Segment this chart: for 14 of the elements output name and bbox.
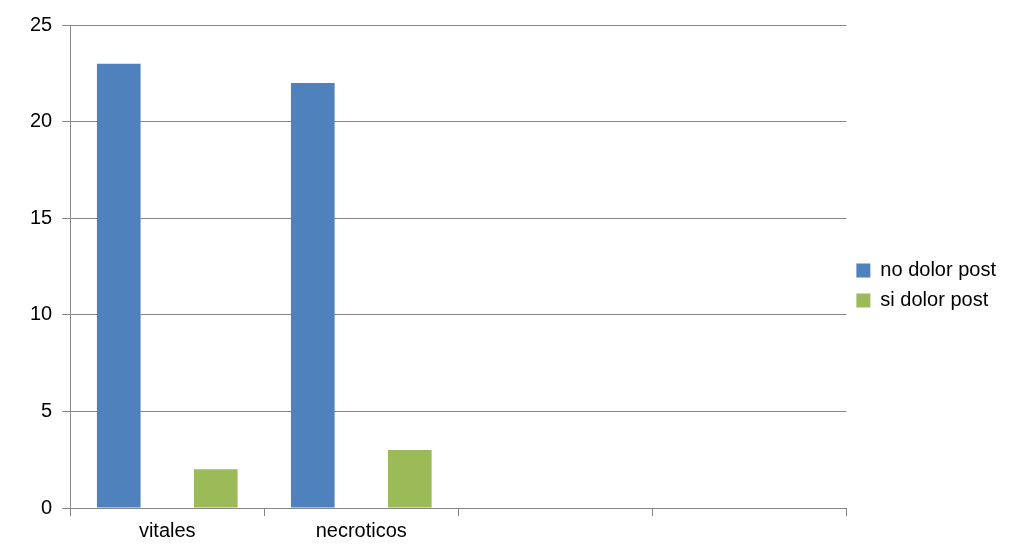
x-tick-label: necroticos	[315, 518, 407, 541]
y-tick-label: 20	[30, 109, 53, 132]
bar	[193, 469, 238, 508]
x-tick-label: vitales	[138, 518, 196, 541]
legend-label: si dolor post	[880, 288, 989, 311]
y-tick-label: 5	[41, 398, 53, 421]
legend-label: no dolor post	[880, 258, 997, 281]
y-tick-label: 0	[41, 495, 53, 518]
bar	[96, 63, 141, 508]
bar	[290, 82, 335, 508]
y-tick-label: 10	[30, 302, 53, 325]
y-tick-label: 25	[30, 12, 53, 35]
y-tick-label: 15	[30, 205, 53, 228]
bar	[387, 450, 432, 508]
